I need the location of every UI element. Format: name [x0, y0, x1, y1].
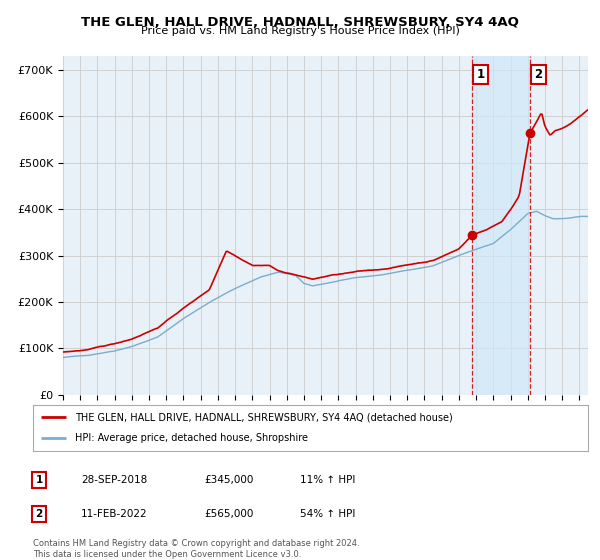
- Text: THE GLEN, HALL DRIVE, HADNALL, SHREWSBURY, SY4 4AQ (detached house): THE GLEN, HALL DRIVE, HADNALL, SHREWSBUR…: [74, 412, 452, 422]
- Text: 28-SEP-2018: 28-SEP-2018: [81, 475, 147, 485]
- Text: 11% ↑ HPI: 11% ↑ HPI: [300, 475, 355, 485]
- Text: THE GLEN, HALL DRIVE, HADNALL, SHREWSBURY, SY4 4AQ: THE GLEN, HALL DRIVE, HADNALL, SHREWSBUR…: [81, 16, 519, 29]
- Text: 1: 1: [35, 475, 43, 485]
- Text: 2: 2: [535, 68, 542, 81]
- Text: £345,000: £345,000: [204, 475, 253, 485]
- Text: 1: 1: [476, 68, 484, 81]
- Text: 54% ↑ HPI: 54% ↑ HPI: [300, 509, 355, 519]
- Text: Price paid vs. HM Land Registry's House Price Index (HPI): Price paid vs. HM Land Registry's House …: [140, 26, 460, 36]
- Text: HPI: Average price, detached house, Shropshire: HPI: Average price, detached house, Shro…: [74, 433, 308, 444]
- Text: 11-FEB-2022: 11-FEB-2022: [81, 509, 148, 519]
- Text: Contains HM Land Registry data © Crown copyright and database right 2024.
This d: Contains HM Land Registry data © Crown c…: [33, 539, 359, 559]
- Bar: [472, 56, 530, 395]
- Text: 2: 2: [35, 509, 43, 519]
- Text: £565,000: £565,000: [204, 509, 253, 519]
